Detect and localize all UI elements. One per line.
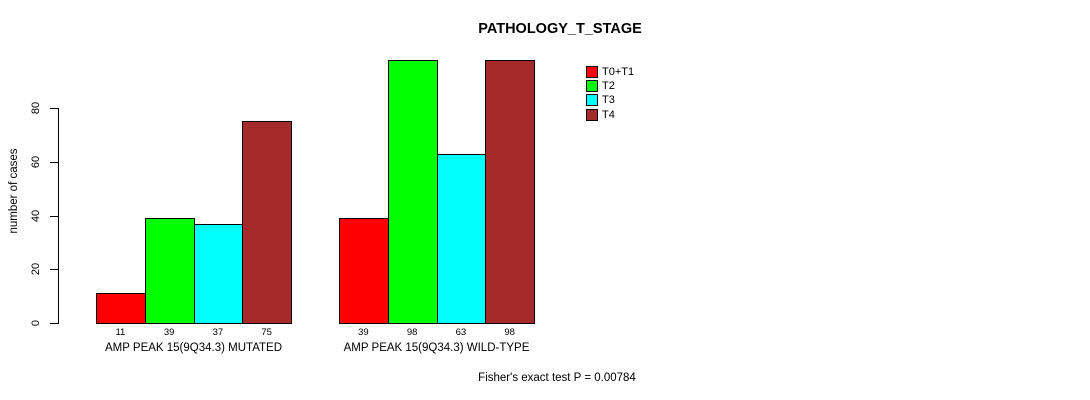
bar-value-label: 11 [115,327,126,338]
legend-item-t0-t1: T0+T1 [586,66,634,78]
legend-item-t3: T3 [586,94,634,107]
legend-swatch-t3 [586,94,598,107]
bar-t2-amp-peak-15-9q34-3-wild-type [387,59,438,324]
legend-item-t4: T4 [586,108,634,121]
legend-label: T4 [602,108,615,121]
bar-value-label: 75 [261,327,272,338]
legend-label: T0+T1 [602,66,635,78]
bar-t2-amp-peak-15-9q34-3-mutated [144,218,195,324]
bar-value-label: 63 [455,327,467,338]
bar-t0-t1-amp-peak-15-9q34-3-mutated [96,293,146,324]
y-axis-line [58,108,60,324]
bar-value-label: 39 [358,327,369,338]
legend-label: T3 [602,94,615,107]
legend: T0+T1 T2 T3 T4 [586,66,634,121]
x-category-label: AMP PEAK 15(9Q34.3) WILD-TYPE [343,342,530,354]
x-category-label: AMP PEAK 15(9Q34.3) MUTATED [104,342,283,354]
y-tick [50,108,58,110]
bar-t4-amp-peak-15-9q34-3-mutated [242,121,292,324]
legend-item-t2: T2 [586,80,634,93]
y-tick-label: 20 [30,263,42,276]
bar-t4-amp-peak-15-9q34-3-wild-type [485,59,535,324]
y-tick-label: 80 [30,101,42,115]
y-tick [50,269,58,271]
legend-label: T2 [602,80,615,93]
bar-t3-amp-peak-15-9q34-3-mutated [193,223,244,324]
y-tick [50,215,58,217]
bar-value-label: 98 [406,327,418,338]
bar-value-label: 37 [212,327,224,338]
bar-t0-t1-amp-peak-15-9q34-3-wild-type [339,218,389,324]
legend-swatch-t0-t1 [586,66,598,78]
y-tick [50,161,58,163]
bar-t3-amp-peak-15-9q34-3-wild-type [436,153,487,324]
fisher-test-annotation: Fisher's exact test P = 0.00784 [478,372,636,384]
y-tick-label: 0 [30,319,42,327]
y-tick-label: 60 [30,155,42,168]
y-tick-label: 40 [30,209,42,222]
bar-value-label: 39 [163,327,175,338]
chart-title: PATHOLOGY_T_STAGE [478,21,642,37]
legend-swatch-t4 [586,108,598,121]
bar-value-label: 98 [504,327,515,338]
legend-swatch-t2 [586,80,598,93]
y-tick [50,323,58,325]
